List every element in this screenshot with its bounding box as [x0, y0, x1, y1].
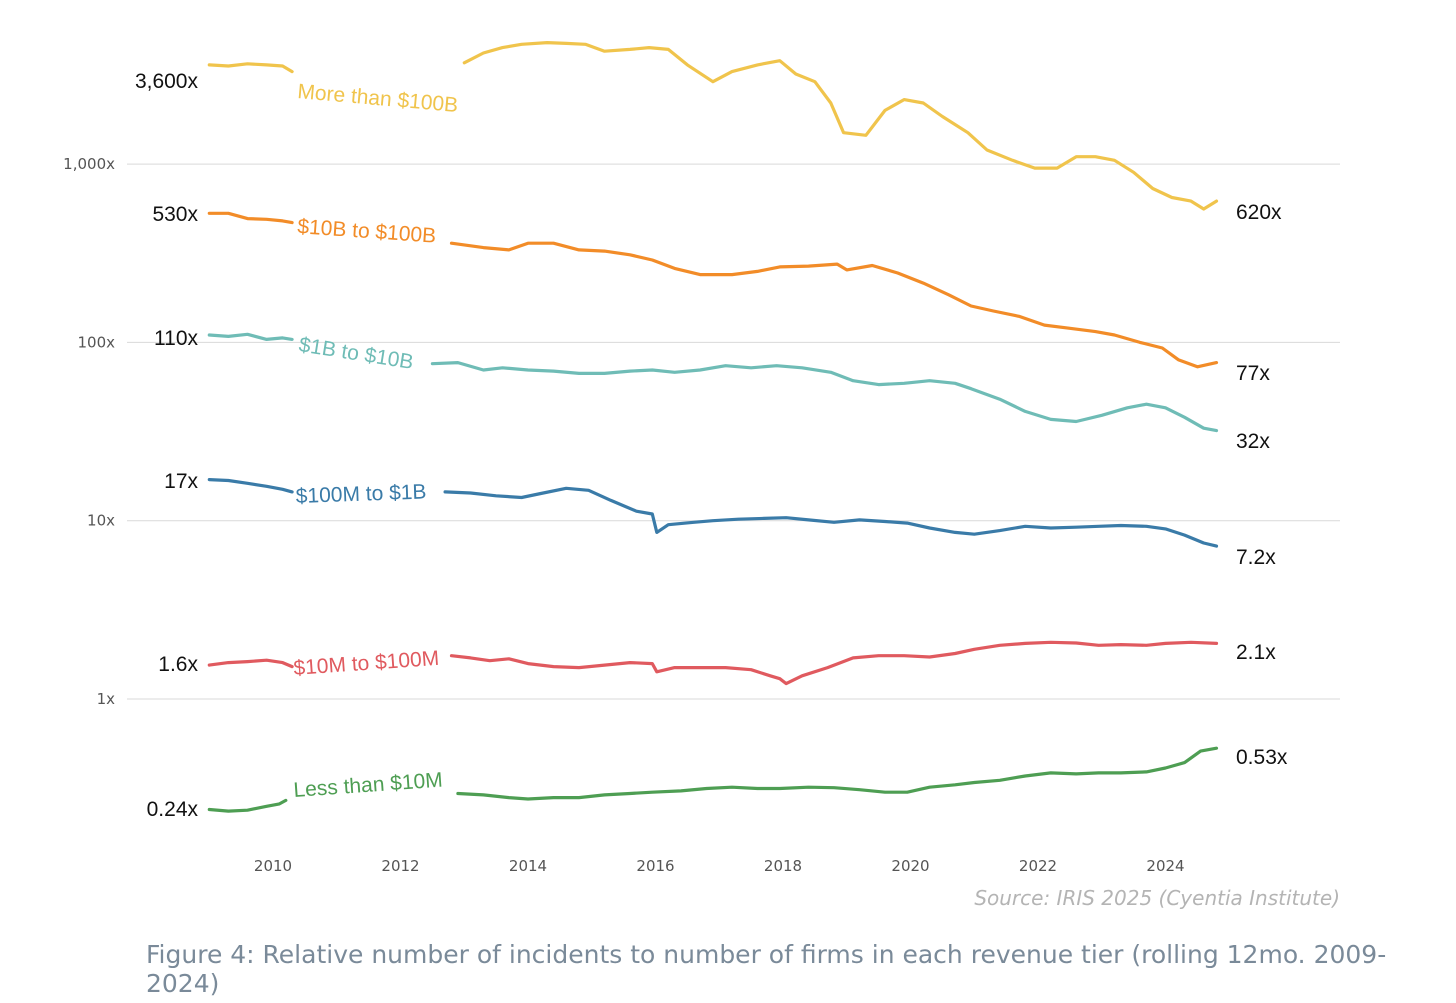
y-axis-ticks: 1,000x 100x 10x 1x	[63, 155, 115, 708]
series-name-label: $10M to $100M	[293, 647, 440, 680]
end-value-label: 620x	[1236, 201, 1282, 224]
series-name-label: $1B to $10B	[297, 333, 415, 374]
series-lines	[207, 41, 1219, 813]
series-line	[462, 41, 1219, 211]
x-tick-label: 2020	[891, 857, 929, 875]
x-tick-label: 2018	[764, 857, 802, 875]
y-tick-label: 100x	[77, 333, 115, 351]
gridlines	[127, 163, 1340, 700]
end-value-label: 7.2x	[1236, 546, 1276, 569]
y-tick-label: 1x	[97, 690, 116, 708]
series-line	[207, 211, 294, 225]
series-name-label: More than $100B	[297, 80, 460, 117]
start-value-label: 110x	[154, 327, 198, 350]
series-line	[207, 478, 294, 494]
series-name-label: $10B to $100B	[297, 215, 437, 248]
series-line	[207, 62, 294, 74]
x-tick-label: 2024	[1146, 857, 1184, 875]
series-line	[430, 361, 1219, 433]
series-name-label: Less than $10M	[293, 769, 444, 802]
series-labels: More than $100B 3,600x 620x $10B to $100B 53…	[135, 70, 1288, 821]
end-value-label: 77x	[1236, 362, 1270, 385]
start-value-label: 3,600x	[135, 70, 199, 93]
start-value-label: 17x	[164, 470, 198, 493]
series-line	[207, 798, 288, 813]
series-line	[449, 640, 1219, 686]
figure-caption: Figure 4: Relative number of incidents t…	[146, 940, 1387, 998]
start-value-label: 530x	[152, 203, 198, 226]
series-line	[443, 486, 1219, 548]
start-value-label: 0.24x	[147, 798, 199, 821]
end-value-label: 0.53x	[1236, 746, 1288, 769]
x-tick-label: 2010	[254, 857, 292, 875]
y-tick-label: 1,000x	[63, 155, 115, 173]
series-line	[449, 241, 1219, 369]
x-axis-ticks: 2010 2012 2014 2016 2018 2020 2022 2024	[254, 857, 1185, 875]
series-line	[207, 658, 294, 669]
source-note: Source: IRIS 2025 (Cyentia Institute)	[974, 886, 1340, 910]
end-value-label: 32x	[1236, 430, 1270, 453]
series-line	[456, 746, 1219, 801]
x-tick-label: 2014	[509, 857, 547, 875]
start-value-label: 1.6x	[158, 653, 198, 676]
series-name-label: $100M to $1B	[295, 480, 426, 508]
series-line	[207, 332, 294, 341]
x-tick-label: 2022	[1019, 857, 1057, 875]
x-tick-label: 2016	[636, 857, 674, 875]
x-tick-label: 2012	[381, 857, 419, 875]
y-tick-label: 10x	[87, 512, 115, 530]
end-value-label: 2.1x	[1236, 641, 1276, 664]
